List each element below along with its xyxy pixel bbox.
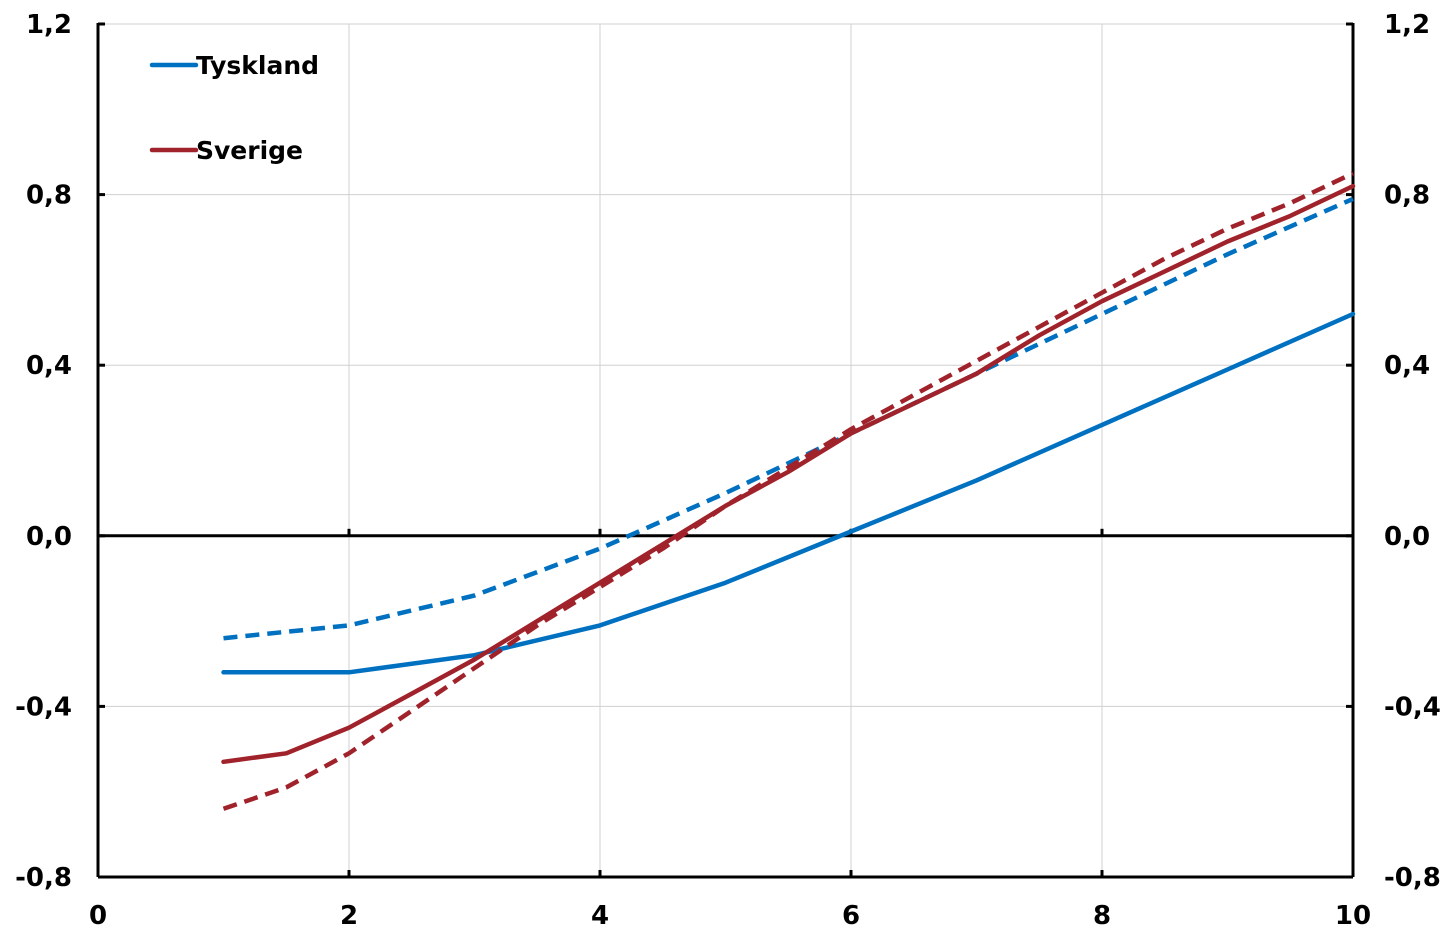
- y-tick-label-left: 1,2: [26, 10, 72, 40]
- y-tick-label-left: -0,8: [15, 863, 72, 893]
- y-tick-label-left: -0,4: [15, 692, 72, 722]
- x-tick-label: 0: [89, 901, 107, 930]
- tick-labels: -0,8 -0,8 -0,4 -0,4 0,0 0,0 0,4 0,4 0,8 0,8 1,2 1,2…: [15, 10, 1441, 930]
- y-tick-label-right: -0,8: [1384, 863, 1441, 893]
- legend: Tyskland Sverige: [149, 51, 319, 165]
- series-line-1-solid: [221, 311, 1356, 675]
- series-lines: [221, 171, 1356, 811]
- y-tick-label-right: 0,0: [1384, 522, 1430, 552]
- x-tick-label: 4: [591, 901, 609, 930]
- series-line-4-dashed: [222, 171, 1354, 811]
- x-tick-label: 2: [340, 901, 358, 930]
- legend-label-2: Sverige: [196, 136, 303, 165]
- legend-label-1: Tyskland: [196, 51, 319, 80]
- y-tick-label-left: 0,0: [26, 522, 72, 552]
- series-line-2-dashed: [223, 196, 1354, 641]
- x-tick-label: 8: [1093, 901, 1111, 930]
- axes: [96, 22, 1355, 879]
- x-tick-label: 6: [842, 901, 860, 930]
- y-tick-label-right: 0,4: [1384, 351, 1430, 381]
- series-line-3-solid: [221, 183, 1356, 765]
- y-tick-label-right: 0,8: [1384, 181, 1430, 211]
- y-tick-label-left: 0,8: [26, 181, 72, 211]
- y-tick-label-left: 0,4: [26, 351, 72, 381]
- y-tick-label-right: -0,4: [1384, 692, 1441, 722]
- x-tick-label: 10: [1335, 901, 1371, 930]
- y-tick-label-right: 1,2: [1384, 10, 1430, 40]
